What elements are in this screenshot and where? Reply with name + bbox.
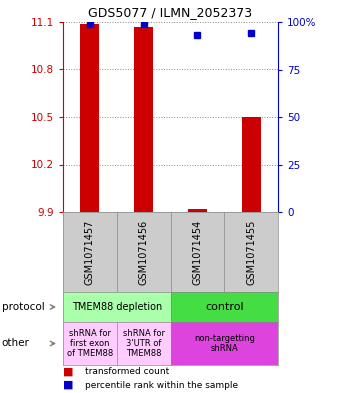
- Text: shRNA for
3'UTR of
TMEM88: shRNA for 3'UTR of TMEM88: [123, 329, 165, 358]
- Text: TMEM88 depletion: TMEM88 depletion: [72, 302, 162, 312]
- Text: GSM1071456: GSM1071456: [139, 219, 149, 285]
- Bar: [242, 117, 260, 212]
- Text: control: control: [205, 302, 243, 312]
- Bar: [188, 209, 207, 212]
- Text: shRNA for
first exon
of TMEM88: shRNA for first exon of TMEM88: [67, 329, 113, 358]
- Text: GSM1071454: GSM1071454: [192, 219, 202, 285]
- Bar: [134, 27, 153, 212]
- Text: protocol: protocol: [2, 302, 45, 312]
- Text: non-targetting
shRNA: non-targetting shRNA: [194, 334, 255, 353]
- Bar: [81, 24, 99, 212]
- Text: transformed count: transformed count: [85, 367, 169, 376]
- Text: GSM1071457: GSM1071457: [85, 219, 95, 285]
- Text: ■: ■: [63, 380, 73, 390]
- Text: other: other: [2, 338, 30, 349]
- Text: GSM1071455: GSM1071455: [246, 219, 256, 285]
- Title: GDS5077 / ILMN_2052373: GDS5077 / ILMN_2052373: [88, 6, 253, 19]
- Text: ■: ■: [63, 367, 73, 377]
- Text: percentile rank within the sample: percentile rank within the sample: [85, 380, 238, 389]
